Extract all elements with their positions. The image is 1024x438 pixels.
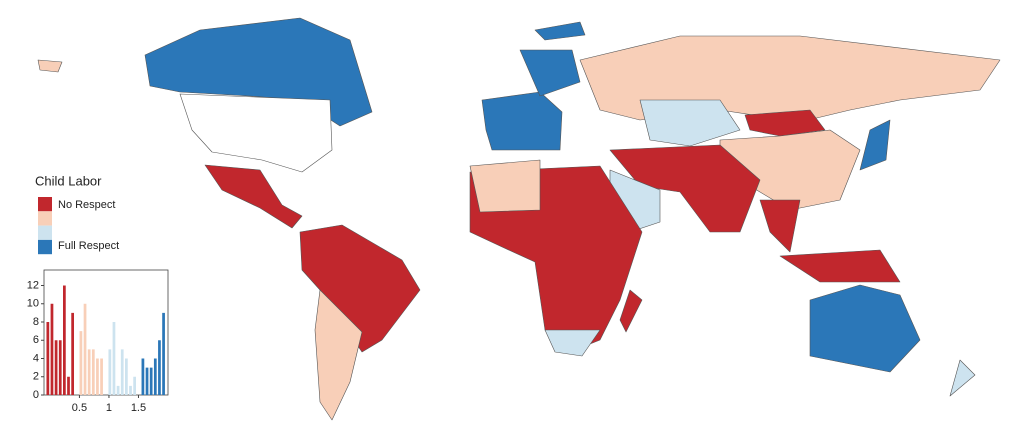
histogram-bar — [108, 349, 112, 395]
country — [469, 159, 541, 213]
country — [544, 329, 601, 357]
histogram-bar — [83, 303, 87, 395]
country — [204, 164, 303, 229]
country — [619, 289, 643, 333]
y-tick-label: 2 — [33, 371, 39, 383]
histogram-bar — [71, 312, 75, 395]
histogram-bar — [129, 385, 132, 395]
country — [519, 49, 581, 97]
histogram-bar — [120, 349, 124, 395]
histogram-bar — [79, 331, 83, 395]
y-tick-label: 12 — [27, 279, 39, 291]
country — [179, 93, 333, 173]
histogram-bar — [112, 322, 116, 395]
histogram-bar — [96, 358, 99, 395]
x-tick-label: 1 — [106, 402, 112, 414]
histogram-bar — [125, 358, 128, 395]
country — [809, 284, 921, 373]
histogram-bar — [91, 349, 95, 395]
country — [314, 289, 363, 421]
histogram-bar — [145, 367, 149, 395]
histogram-bar — [133, 376, 137, 395]
histogram-bar — [58, 340, 62, 395]
legend-label: Full Respect — [58, 240, 119, 252]
country — [859, 119, 891, 171]
histogram-bar — [63, 285, 66, 395]
histogram-bar — [149, 367, 153, 395]
legend-title: Child Labor — [35, 173, 102, 188]
histogram-frame — [43, 269, 169, 396]
histogram-bar — [116, 385, 120, 395]
world-map — [37, 17, 1001, 421]
histogram-bar — [100, 358, 103, 395]
histogram-bar — [46, 322, 50, 395]
country — [949, 359, 976, 397]
legend-swatch — [38, 211, 52, 226]
y-tick-label: 4 — [33, 352, 39, 364]
y-tick-label: 6 — [33, 334, 39, 346]
x-tick-label: 0.5 — [72, 402, 87, 414]
legend-label: No Respect — [58, 199, 115, 211]
country — [534, 21, 586, 41]
histogram-bar — [158, 340, 161, 395]
histogram-bar — [67, 376, 70, 395]
y-tick-label: 0 — [33, 389, 39, 401]
y-tick-label: 8 — [33, 316, 39, 328]
country — [639, 99, 741, 147]
histogram-bar — [50, 303, 54, 395]
histogram-bar — [153, 358, 157, 395]
histogram-bar — [141, 358, 145, 395]
histogram-bar — [54, 340, 58, 395]
legend-swatch — [38, 197, 52, 212]
legend-swatch — [38, 225, 52, 240]
country — [759, 199, 801, 253]
histogram-bar — [162, 312, 165, 395]
country — [779, 249, 901, 283]
country — [144, 17, 373, 127]
country — [481, 91, 563, 151]
country — [299, 224, 421, 353]
country — [37, 59, 63, 73]
y-tick-label: 10 — [27, 298, 39, 310]
histogram-bar — [87, 349, 91, 395]
x-tick-label: 1.5 — [131, 402, 146, 414]
legend-swatch — [38, 239, 52, 255]
